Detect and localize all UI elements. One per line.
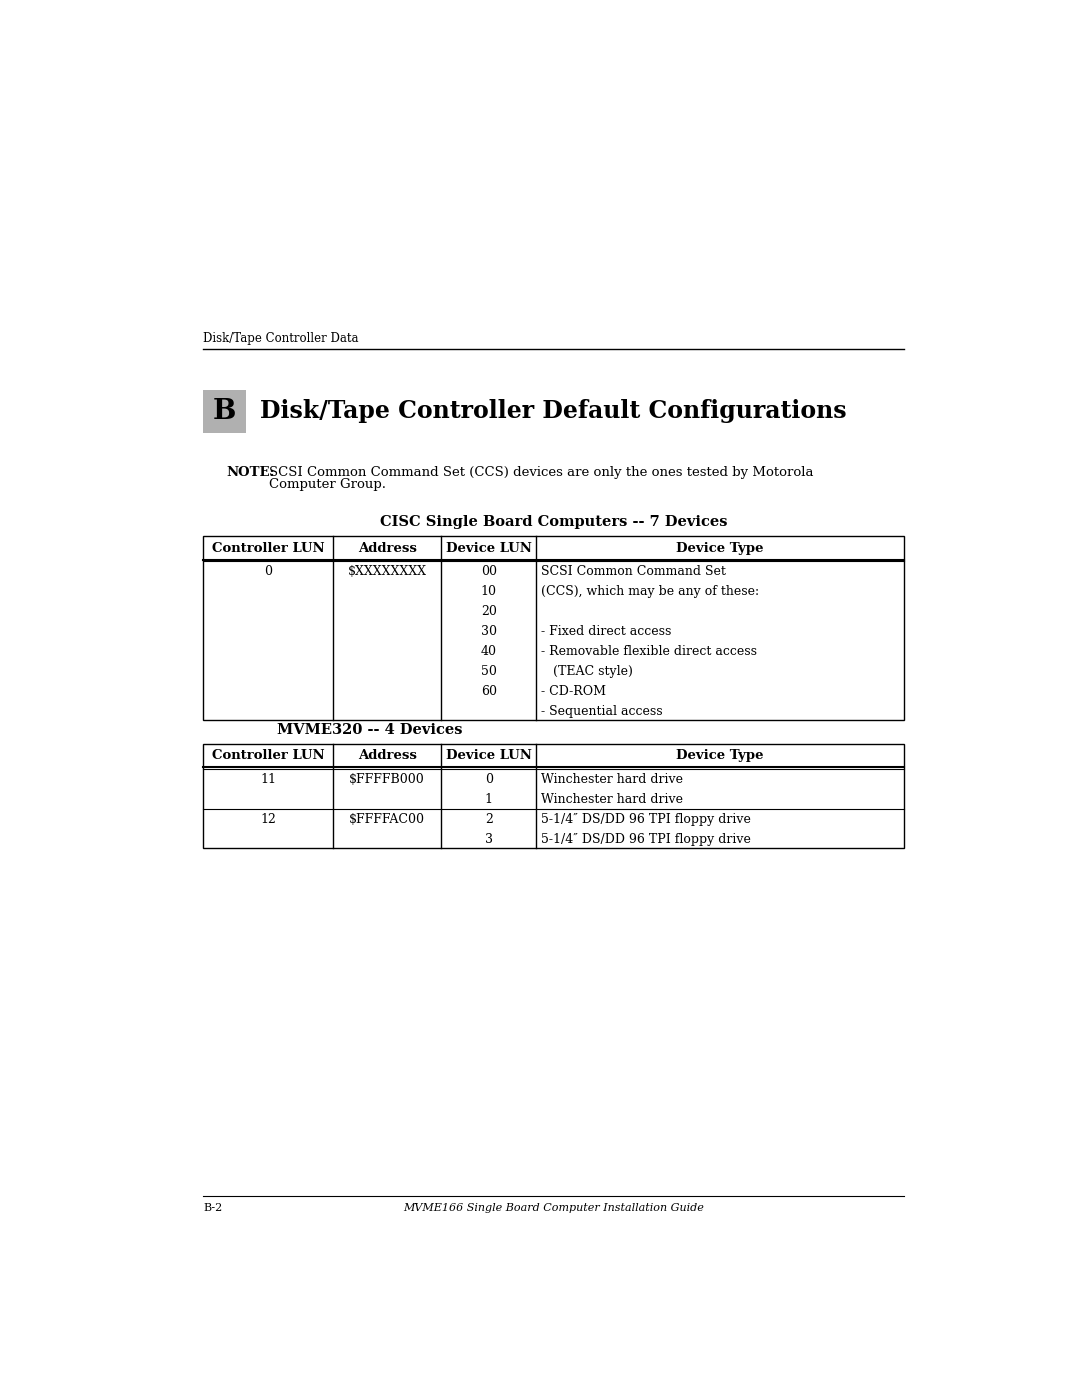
Text: 5-1/4″ DS/DD 96 TPI floppy drive: 5-1/4″ DS/DD 96 TPI floppy drive [541,833,752,845]
Text: 0: 0 [264,564,272,577]
Text: 30: 30 [481,624,497,637]
Text: Device Type: Device Type [676,542,764,555]
Text: (CCS), which may be any of these:: (CCS), which may be any of these: [541,584,759,598]
Text: 5-1/4″ DS/DD 96 TPI floppy drive: 5-1/4″ DS/DD 96 TPI floppy drive [541,813,752,826]
Text: B: B [213,398,237,425]
Text: 3: 3 [485,833,492,845]
Text: Disk/Tape Controller Data: Disk/Tape Controller Data [203,331,359,345]
Text: - CD-ROM: - CD-ROM [541,685,606,697]
Text: Disk/Tape Controller Default Configurations: Disk/Tape Controller Default Configurati… [260,400,847,423]
Text: 00: 00 [481,564,497,577]
Text: NOTE:: NOTE: [227,465,275,479]
Bar [203,745,904,848]
Text: MVME320 -- 4 Devices: MVME320 -- 4 Devices [276,722,462,736]
Bar [203,390,246,433]
Text: SCSI Common Command Set: SCSI Common Command Set [541,564,726,577]
Text: 1: 1 [485,792,492,806]
Text: 50: 50 [481,665,497,678]
Text: Address: Address [357,542,417,555]
Text: 0: 0 [485,773,492,785]
Text: 10: 10 [481,584,497,598]
Text: $FFFFB000: $FFFFB000 [349,773,426,785]
Text: 20: 20 [481,605,497,617]
Text: 40: 40 [481,644,497,658]
Text: Winchester hard drive: Winchester hard drive [541,792,684,806]
Text: Device Type: Device Type [676,749,764,763]
Text: MVME166 Single Board Computer Installation Guide: MVME166 Single Board Computer Installati… [403,1203,704,1213]
Text: Winchester hard drive: Winchester hard drive [541,773,684,785]
Text: Controller LUN: Controller LUN [212,542,324,555]
Text: CISC Single Board Computers -- 7 Devices: CISC Single Board Computers -- 7 Devices [380,514,727,529]
Text: Address: Address [357,749,417,763]
Text: 2: 2 [485,813,492,826]
Text: B-2: B-2 [203,1203,222,1213]
Bar [203,536,904,719]
Text: $FFFFAC00: $FFFFAC00 [349,813,426,826]
Text: Device LUN: Device LUN [446,542,531,555]
Text: Controller LUN: Controller LUN [212,749,324,763]
Text: SCSI Common Command Set (CCS) devices are only the ones tested by Motorola: SCSI Common Command Set (CCS) devices ar… [269,465,813,479]
Text: 12: 12 [260,813,276,826]
Text: 60: 60 [481,685,497,697]
Text: (TEAC style): (TEAC style) [541,665,633,678]
Text: - Removable flexible direct access: - Removable flexible direct access [541,644,757,658]
Text: $XXXXXXXX: $XXXXXXXX [348,564,427,577]
Text: Computer Group.: Computer Group. [269,478,386,490]
Text: - Fixed direct access: - Fixed direct access [541,624,672,637]
Text: 11: 11 [260,773,276,785]
Text: - Sequential access: - Sequential access [541,704,663,718]
Text: Device LUN: Device LUN [446,749,531,763]
